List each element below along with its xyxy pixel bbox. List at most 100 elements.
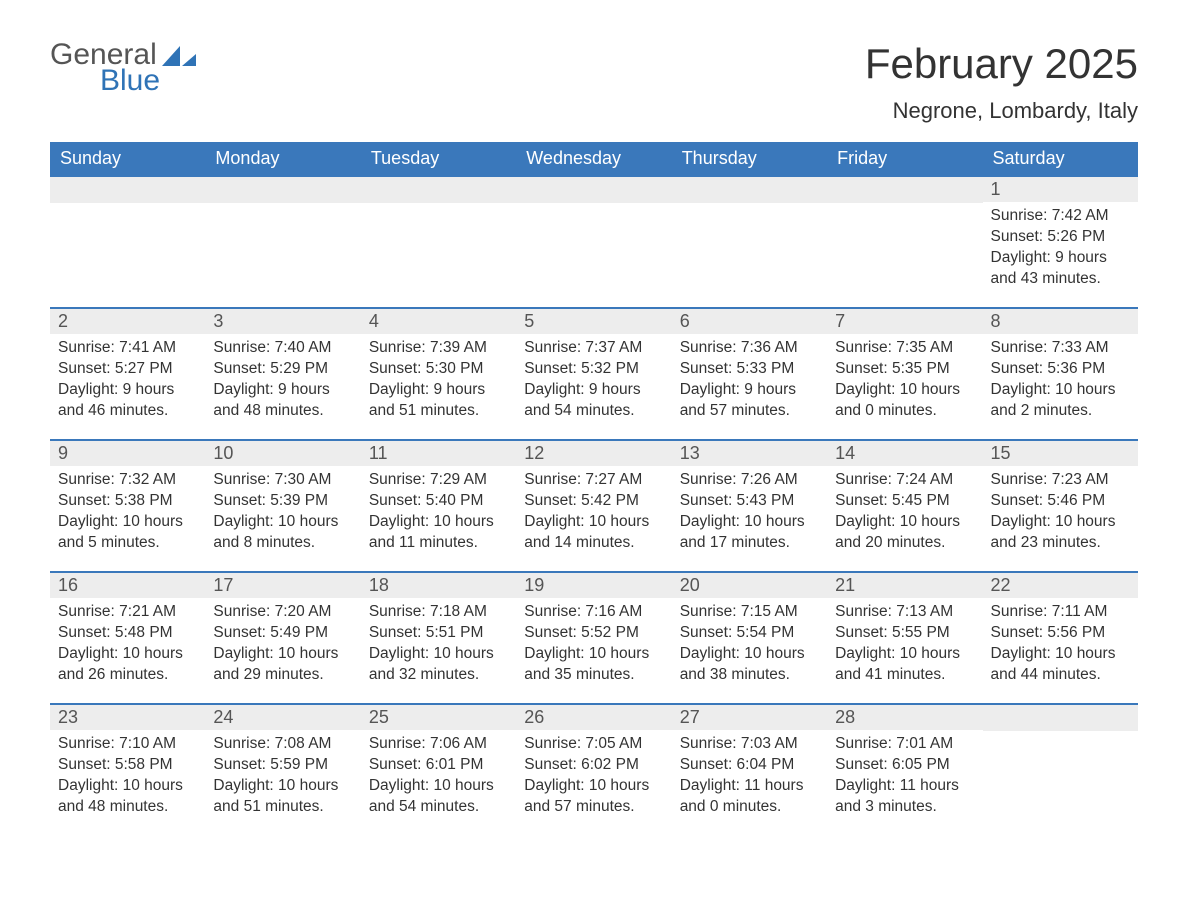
day-number: 27	[672, 705, 827, 730]
day-body: Sunrise: 7:20 AMSunset: 5:49 PMDaylight:…	[205, 598, 360, 696]
day-number: 2	[50, 309, 205, 334]
day-number: 28	[827, 705, 982, 730]
sunrise-text: Sunrise: 7:10 AM	[58, 734, 197, 755]
day-body: Sunrise: 7:01 AMSunset: 6:05 PMDaylight:…	[827, 730, 982, 828]
day-cell: 8Sunrise: 7:33 AMSunset: 5:36 PMDaylight…	[983, 308, 1138, 440]
daylight-text: Daylight: 10 hours and 35 minutes.	[524, 644, 663, 686]
day-cell: 15Sunrise: 7:23 AMSunset: 5:46 PMDayligh…	[983, 440, 1138, 572]
daylight-text: Daylight: 9 hours and 57 minutes.	[680, 380, 819, 422]
day-body: Sunrise: 7:30 AMSunset: 5:39 PMDaylight:…	[205, 466, 360, 564]
logo-text-blue: Blue	[100, 66, 160, 96]
day-number: 10	[205, 441, 360, 466]
day-cell: 24Sunrise: 7:08 AMSunset: 5:59 PMDayligh…	[205, 704, 360, 836]
sunset-text: Sunset: 5:48 PM	[58, 623, 197, 644]
day-body: Sunrise: 7:23 AMSunset: 5:46 PMDaylight:…	[983, 466, 1138, 564]
day-number: 26	[516, 705, 671, 730]
day-number: 21	[827, 573, 982, 598]
daylight-text: Daylight: 10 hours and 29 minutes.	[213, 644, 352, 686]
day-number-empty	[672, 177, 827, 203]
daylight-text: Daylight: 10 hours and 51 minutes.	[213, 776, 352, 818]
day-number-empty	[516, 177, 671, 203]
daylight-text: Daylight: 10 hours and 17 minutes.	[680, 512, 819, 554]
day-cell: 13Sunrise: 7:26 AMSunset: 5:43 PMDayligh…	[672, 440, 827, 572]
day-body: Sunrise: 7:21 AMSunset: 5:48 PMDaylight:…	[50, 598, 205, 696]
day-cell: 19Sunrise: 7:16 AMSunset: 5:52 PMDayligh…	[516, 572, 671, 704]
day-cell	[983, 704, 1138, 836]
day-body: Sunrise: 7:35 AMSunset: 5:35 PMDaylight:…	[827, 334, 982, 432]
day-number-empty	[361, 177, 516, 203]
sunrise-text: Sunrise: 7:15 AM	[680, 602, 819, 623]
dow-header: Sunday	[50, 142, 205, 176]
daylight-text: Daylight: 9 hours and 43 minutes.	[991, 248, 1130, 290]
day-body: Sunrise: 7:42 AMSunset: 5:26 PMDaylight:…	[983, 202, 1138, 300]
sunrise-text: Sunrise: 7:24 AM	[835, 470, 974, 491]
dow-header: Monday	[205, 142, 360, 176]
day-number: 8	[983, 309, 1138, 334]
day-cell: 12Sunrise: 7:27 AMSunset: 5:42 PMDayligh…	[516, 440, 671, 572]
sunrise-text: Sunrise: 7:27 AM	[524, 470, 663, 491]
day-number: 13	[672, 441, 827, 466]
daylight-text: Daylight: 11 hours and 0 minutes.	[680, 776, 819, 818]
day-cell: 28Sunrise: 7:01 AMSunset: 6:05 PMDayligh…	[827, 704, 982, 836]
sunset-text: Sunset: 5:30 PM	[369, 359, 508, 380]
day-number: 22	[983, 573, 1138, 598]
day-cell: 6Sunrise: 7:36 AMSunset: 5:33 PMDaylight…	[672, 308, 827, 440]
sunset-text: Sunset: 5:59 PM	[213, 755, 352, 776]
day-cell: 26Sunrise: 7:05 AMSunset: 6:02 PMDayligh…	[516, 704, 671, 836]
sunrise-text: Sunrise: 7:06 AM	[369, 734, 508, 755]
sunrise-text: Sunrise: 7:35 AM	[835, 338, 974, 359]
day-body: Sunrise: 7:32 AMSunset: 5:38 PMDaylight:…	[50, 466, 205, 564]
day-body: Sunrise: 7:16 AMSunset: 5:52 PMDaylight:…	[516, 598, 671, 696]
sunset-text: Sunset: 5:42 PM	[524, 491, 663, 512]
day-body: Sunrise: 7:18 AMSunset: 5:51 PMDaylight:…	[361, 598, 516, 696]
sunset-text: Sunset: 5:40 PM	[369, 491, 508, 512]
day-number: 14	[827, 441, 982, 466]
day-cell: 23Sunrise: 7:10 AMSunset: 5:58 PMDayligh…	[50, 704, 205, 836]
day-body: Sunrise: 7:15 AMSunset: 5:54 PMDaylight:…	[672, 598, 827, 696]
day-cell: 10Sunrise: 7:30 AMSunset: 5:39 PMDayligh…	[205, 440, 360, 572]
sunset-text: Sunset: 5:51 PM	[369, 623, 508, 644]
sunset-text: Sunset: 6:01 PM	[369, 755, 508, 776]
day-body: Sunrise: 7:33 AMSunset: 5:36 PMDaylight:…	[983, 334, 1138, 432]
sunset-text: Sunset: 5:45 PM	[835, 491, 974, 512]
daylight-text: Daylight: 10 hours and 48 minutes.	[58, 776, 197, 818]
month-title: February 2025	[865, 40, 1138, 88]
day-cell: 21Sunrise: 7:13 AMSunset: 5:55 PMDayligh…	[827, 572, 982, 704]
day-cell: 5Sunrise: 7:37 AMSunset: 5:32 PMDaylight…	[516, 308, 671, 440]
sunrise-text: Sunrise: 7:08 AM	[213, 734, 352, 755]
day-cell: 22Sunrise: 7:11 AMSunset: 5:56 PMDayligh…	[983, 572, 1138, 704]
sunset-text: Sunset: 6:04 PM	[680, 755, 819, 776]
day-cell: 25Sunrise: 7:06 AMSunset: 6:01 PMDayligh…	[361, 704, 516, 836]
sunrise-text: Sunrise: 7:01 AM	[835, 734, 974, 755]
day-number: 11	[361, 441, 516, 466]
day-cell: 11Sunrise: 7:29 AMSunset: 5:40 PMDayligh…	[361, 440, 516, 572]
daylight-text: Daylight: 10 hours and 32 minutes.	[369, 644, 508, 686]
daylight-text: Daylight: 10 hours and 41 minutes.	[835, 644, 974, 686]
daylight-text: Daylight: 9 hours and 51 minutes.	[369, 380, 508, 422]
sunset-text: Sunset: 5:26 PM	[991, 227, 1130, 248]
daylight-text: Daylight: 10 hours and 2 minutes.	[991, 380, 1130, 422]
day-cell: 3Sunrise: 7:40 AMSunset: 5:29 PMDaylight…	[205, 308, 360, 440]
daylight-text: Daylight: 10 hours and 38 minutes.	[680, 644, 819, 686]
day-cell	[672, 176, 827, 308]
day-cell: 4Sunrise: 7:39 AMSunset: 5:30 PMDaylight…	[361, 308, 516, 440]
sunset-text: Sunset: 6:05 PM	[835, 755, 974, 776]
day-number: 19	[516, 573, 671, 598]
daylight-text: Daylight: 9 hours and 54 minutes.	[524, 380, 663, 422]
week-row: 16Sunrise: 7:21 AMSunset: 5:48 PMDayligh…	[50, 572, 1138, 704]
sunrise-text: Sunrise: 7:29 AM	[369, 470, 508, 491]
sunset-text: Sunset: 5:39 PM	[213, 491, 352, 512]
day-number: 18	[361, 573, 516, 598]
sunrise-text: Sunrise: 7:39 AM	[369, 338, 508, 359]
sunset-text: Sunset: 5:32 PM	[524, 359, 663, 380]
day-number-empty	[983, 705, 1138, 731]
day-number: 7	[827, 309, 982, 334]
sunrise-text: Sunrise: 7:32 AM	[58, 470, 197, 491]
dow-header: Tuesday	[361, 142, 516, 176]
dow-header: Friday	[827, 142, 982, 176]
sunrise-text: Sunrise: 7:18 AM	[369, 602, 508, 623]
daylight-text: Daylight: 10 hours and 0 minutes.	[835, 380, 974, 422]
sunrise-text: Sunrise: 7:26 AM	[680, 470, 819, 491]
sunset-text: Sunset: 6:02 PM	[524, 755, 663, 776]
sunset-text: Sunset: 5:27 PM	[58, 359, 197, 380]
